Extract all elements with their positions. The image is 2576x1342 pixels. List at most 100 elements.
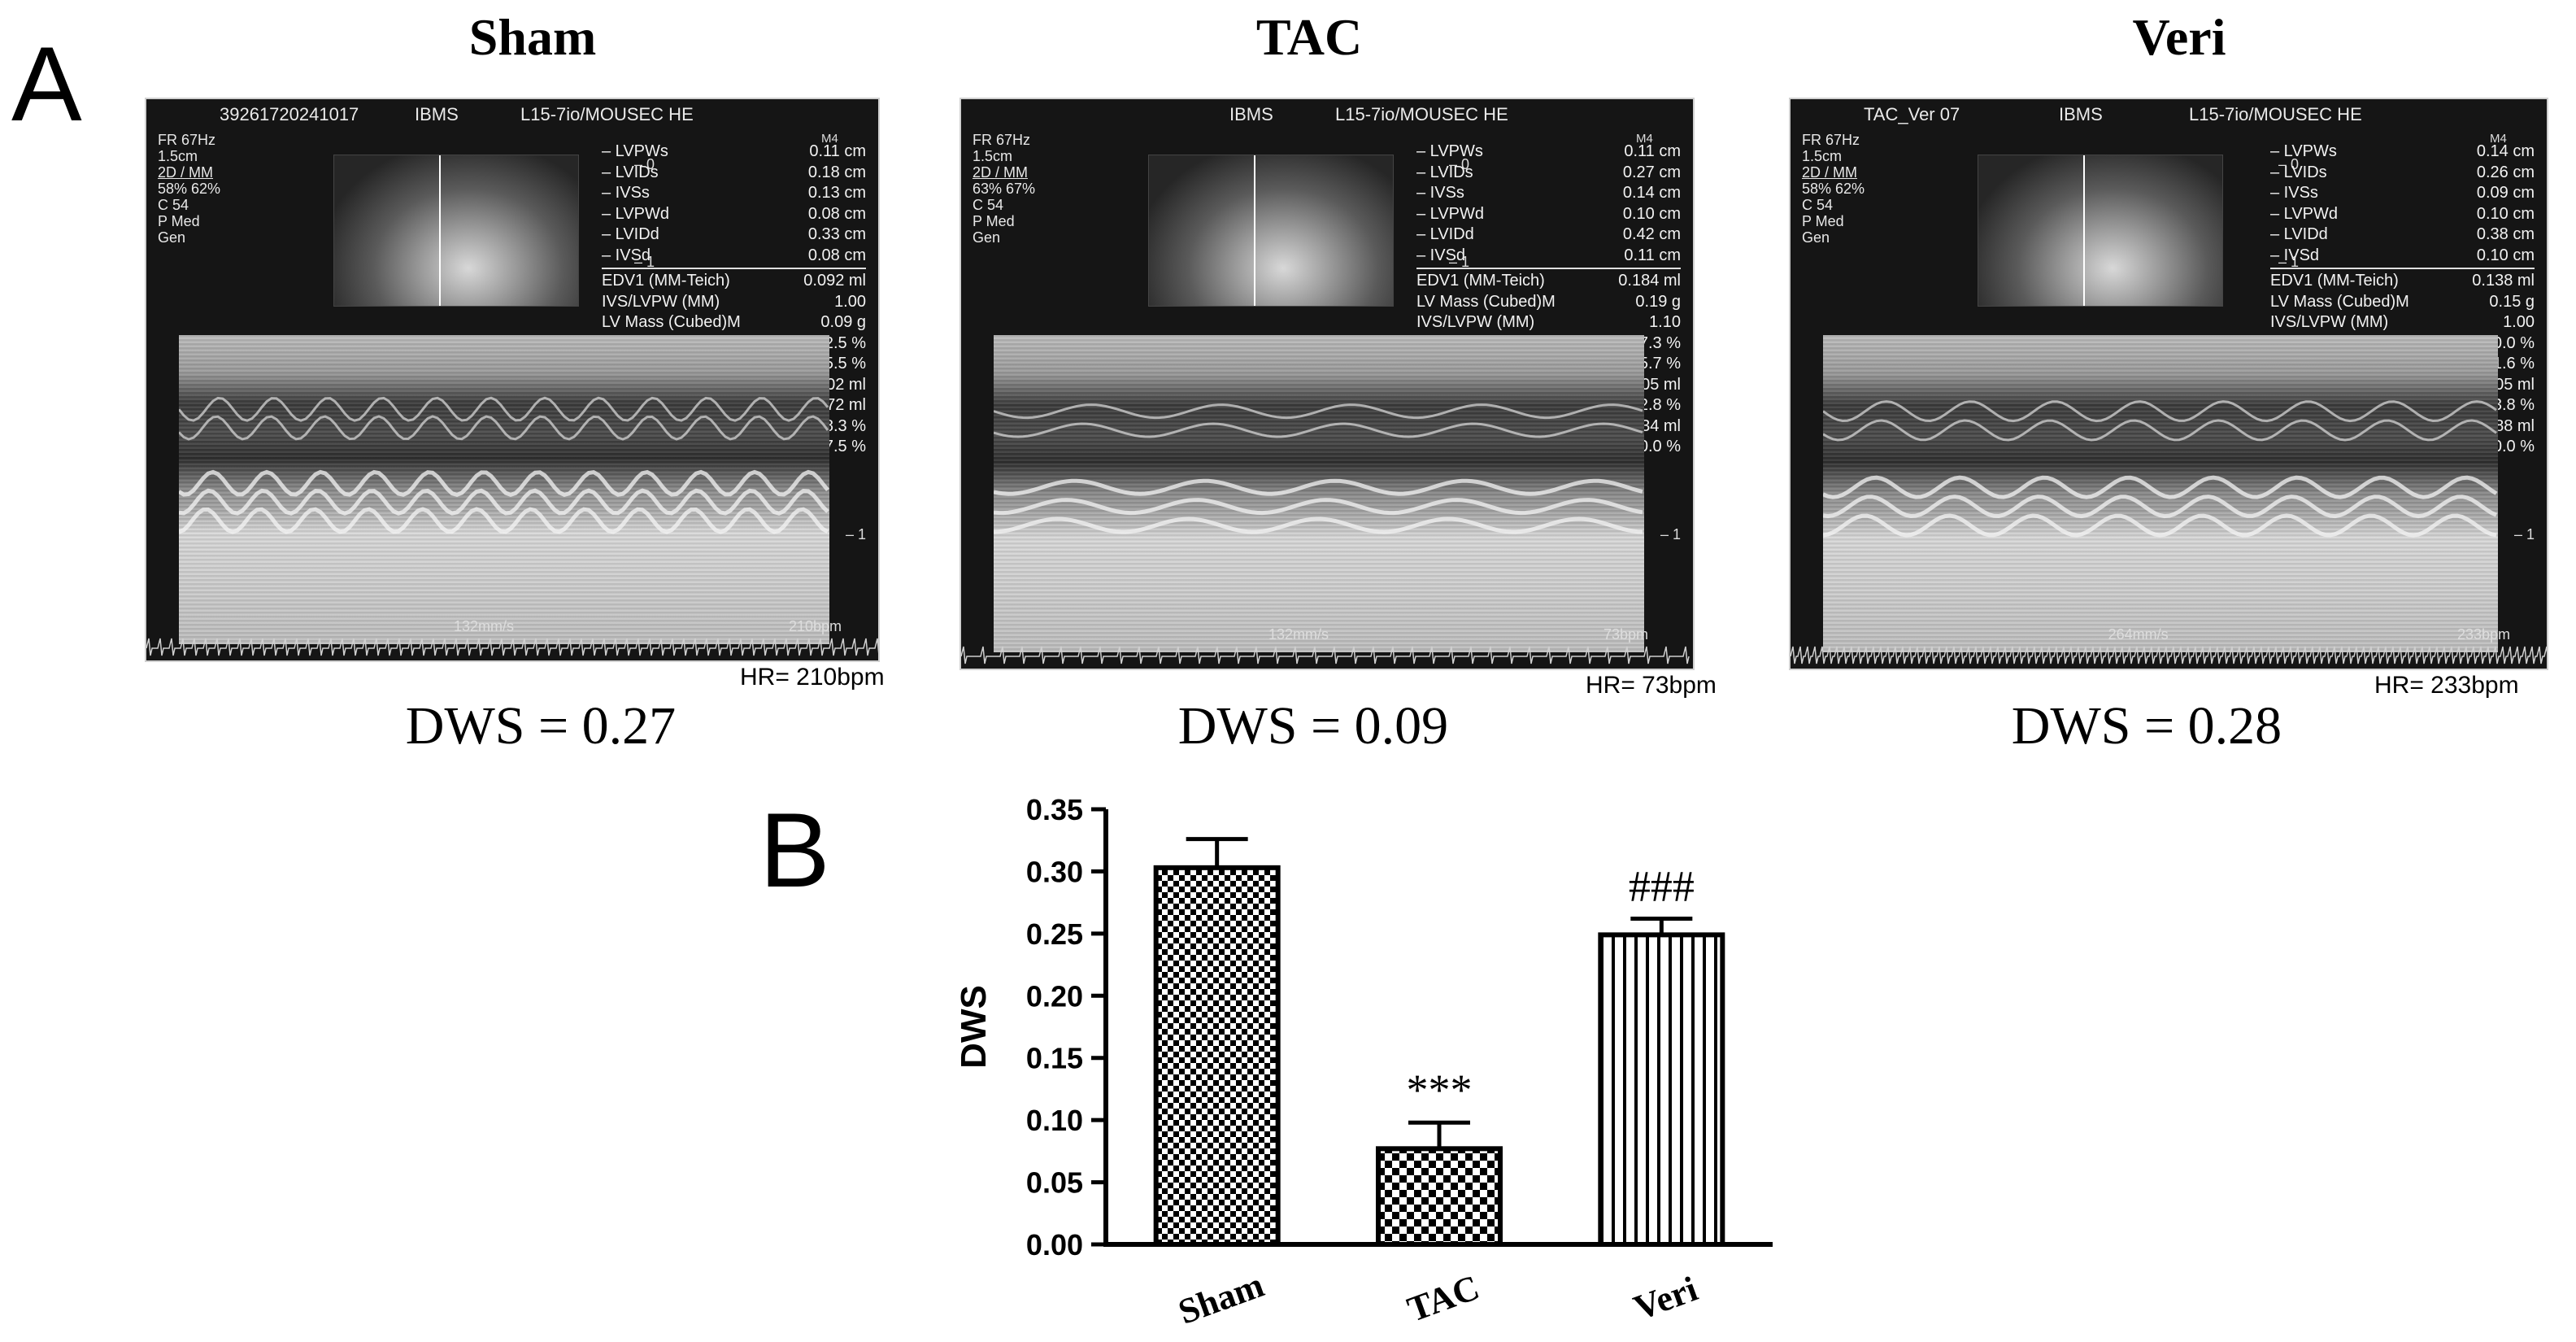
divider [2270, 268, 2535, 269]
calc-label: EDV1 (MM-Teich) [2270, 272, 2399, 290]
sweep-speed-label: 132mm/s [454, 618, 515, 634]
panel-letter-a: A [11, 24, 82, 143]
mmode-wall-trace [179, 469, 829, 498]
mmode-waveform [1823, 400, 2498, 538]
echo-title-0: Sham [468, 8, 597, 66]
echo-setting: 58% 62% [158, 181, 221, 197]
measurement-value: 0.11 cm [1624, 142, 1681, 160]
calc-label: IVS/LVPW (MM) [602, 292, 720, 311]
depth-tick-label: – 0 [2278, 156, 2300, 172]
measurement-label: – LVIDd [2270, 225, 2328, 243]
calc-value: 1.00 [834, 292, 866, 311]
echo-setting: Gen [973, 229, 1001, 246]
measurement-row: – IVSd 0.10 cm [2270, 246, 2535, 267]
mmode-wall-trace [1823, 495, 2498, 519]
measurement-value: 0.10 cm [2476, 204, 2535, 223]
dws-value-label: DWS = 0.27 [405, 696, 677, 756]
echo-setting: 2D / MM [1802, 164, 1858, 181]
echo-setting: P Med [973, 213, 1015, 229]
measurement-row: – IVSs 0.13 cm [602, 183, 866, 204]
measurement-row: – IVSd 0.11 cm [1416, 246, 1681, 267]
measurement-value: 0.14 cm [1622, 184, 1681, 202]
mmode-wall-trace [994, 498, 1643, 516]
calc-label: EDV1 (MM-Teich) [1416, 272, 1545, 290]
mmode-wall-trace [994, 422, 1643, 438]
bar-tac [1376, 1146, 1503, 1247]
measurement-row: – LVPWs 0.11 cm [602, 142, 866, 163]
calc-value: 0.184 ml [1618, 272, 1681, 290]
echo-setting: 2D / MM [973, 164, 1029, 181]
measurement-row: – LVIDs 0.18 cm [602, 163, 866, 184]
measurement-label: – LVPWs [602, 142, 668, 160]
y-tick-label: 0.20 [1026, 979, 1083, 1013]
measurement-row: – LVPWd 0.10 cm [1416, 204, 1681, 225]
calc-row: LV Mass (Cubed)M 0.19 g [1416, 292, 1681, 313]
y-tick-label: 0.35 [1026, 793, 1083, 826]
bmode-image [1148, 155, 1394, 307]
measurement-value: 0.26 cm [2476, 163, 2535, 181]
bar-sham [1153, 865, 1281, 1247]
measurement-label: – IVSs [1416, 184, 1464, 202]
ecg-trace [146, 638, 878, 656]
echo-setting: C 54 [158, 197, 189, 213]
echo-header: IBMS L15-7io/MOUSEC HE [961, 99, 1693, 129]
mmode-strip [179, 335, 829, 644]
probe-label: M4 [1636, 132, 1653, 146]
measurement-label: – LVPWs [1416, 142, 1483, 160]
measurement-value: 0.08 cm [807, 246, 866, 264]
calc-row: IVS/LVPW (MM) 1.00 [602, 292, 866, 313]
x-tick-label: Sham [1173, 1265, 1269, 1332]
echo-header-mid: IBMS [2059, 104, 2103, 124]
dws-value-label: DWS = 0.28 [2011, 696, 2282, 756]
measurement-row: – LVIDs 0.26 cm [2270, 163, 2535, 184]
measurement-value: 0.08 cm [807, 204, 866, 223]
bpm-overlay-label: 73bpm [1603, 626, 1649, 643]
heart-rate-label: HR= 73bpm [1586, 672, 1717, 699]
significance-marker: ### [1629, 862, 1695, 911]
measurement-label: – IVSd [602, 246, 651, 264]
depth-tick-label: – 1 [2514, 526, 2535, 542]
measurement-value: 0.10 cm [1622, 204, 1681, 223]
echo-title-2: Veri [2132, 8, 2226, 66]
y-axis-label: DWS [954, 985, 994, 1069]
echo-setting: 1.5cm [1802, 148, 1843, 164]
ecg-line [146, 638, 878, 656]
mmode-waveform [179, 396, 829, 534]
echo-header-mid: IBMS [1229, 104, 1273, 124]
measurement-row: – LVIDd 0.33 cm [602, 224, 866, 246]
measurement-label: – IVSs [602, 184, 650, 202]
echo-image-0: 39261720241017 IBMS L15-7io/MOUSEC HE FR 67… [145, 98, 880, 662]
measurement-value: 0.11 cm [1624, 246, 1681, 264]
measurement-row: – IVSs 0.14 cm [1416, 183, 1681, 204]
measurement-row: – LVIDs 0.27 cm [1416, 163, 1681, 184]
mmode-wall-trace [179, 396, 829, 422]
y-tick-label: 0.10 [1026, 1104, 1083, 1137]
bmode-image [1978, 155, 2223, 307]
y-tick-label: 0.05 [1026, 1166, 1083, 1200]
echo-header-right: L15-7io/MOUSEC HE [1335, 104, 1508, 124]
measurement-label: – LVIDd [1416, 225, 1474, 243]
measurement-label: – LVPWs [2270, 142, 2337, 160]
calc-row: LV Mass (Cubed)M 0.15 g [2270, 292, 2535, 313]
mmode-wall-trace [994, 403, 1643, 420]
ecg-trace [1791, 646, 2547, 664]
depth-tick-label: – 1 [1660, 526, 1682, 542]
mmode-strip [994, 335, 1644, 652]
significance-marker: *** [1407, 1065, 1473, 1114]
calc-label: LV Mass (Cubed)M [1416, 292, 1556, 311]
dws-bar-chart: 0.00 0.05 0.10 0.15 0.20 0.25 0.30 0.35 DWS Sham *… [954, 793, 1773, 1332]
echo-setting: 58% 62% [1802, 181, 1865, 197]
mmode-wall-trace [994, 478, 1643, 496]
echo-setting: FR 67Hz [158, 132, 216, 148]
echo-header-left: 39261720241017 [220, 104, 359, 124]
mmode-wall-trace [179, 415, 829, 441]
measurement-value: 0.10 cm [2476, 246, 2535, 264]
echo-header-right: L15-7io/MOUSEC HE [520, 104, 694, 124]
measurement-row: – IVSd 0.08 cm [602, 246, 866, 267]
measurement-value: 0.09 cm [2476, 184, 2535, 202]
dws-value-label: DWS = 0.09 [1177, 696, 1449, 756]
ecg-line [1791, 646, 2547, 664]
measurement-row: – IVSs 0.09 cm [2270, 183, 2535, 204]
echo-setting: FR 67Hz [973, 132, 1031, 148]
echo-setting: 1.5cm [973, 148, 1013, 164]
